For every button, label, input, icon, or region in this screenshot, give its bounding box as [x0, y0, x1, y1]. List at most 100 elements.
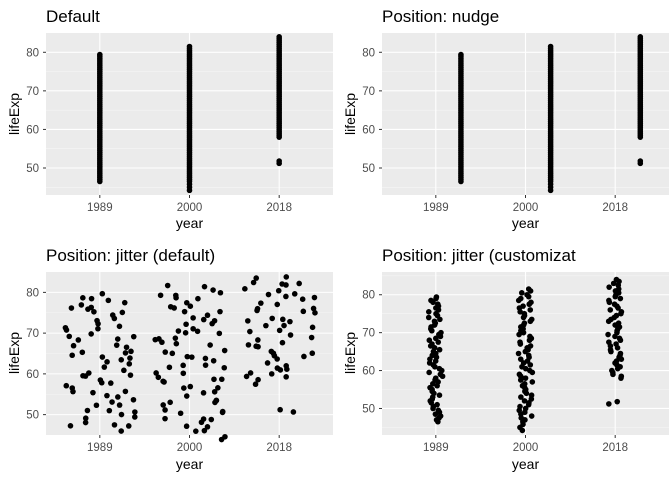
- grid: [379, 33, 669, 198]
- data-point: [265, 291, 272, 298]
- data-point: [80, 372, 86, 379]
- data-point: [245, 342, 252, 348]
- data-point: [518, 295, 524, 302]
- x-tick-label: 2000: [177, 202, 203, 214]
- data-point: [132, 409, 138, 415]
- data-point: [606, 401, 612, 407]
- data-point: [522, 405, 529, 412]
- data-point: [287, 318, 293, 325]
- data-point: [218, 376, 225, 383]
- data-point: [520, 303, 526, 309]
- data-point: [63, 382, 70, 389]
- data-point: [276, 34, 282, 40]
- y-axis: 50 60 70 80: [362, 47, 375, 175]
- data-point: [433, 335, 439, 342]
- data-point: [515, 350, 522, 357]
- data-point: [527, 343, 534, 349]
- x-tick-label: 2000: [177, 442, 203, 454]
- data-points: [425, 276, 625, 434]
- data-point: [547, 43, 554, 50]
- data-point: [128, 348, 134, 355]
- data-point: [183, 423, 190, 430]
- data-point: [167, 303, 174, 310]
- y-tick-label: 60: [362, 366, 375, 378]
- data-point: [78, 302, 85, 308]
- data-point: [242, 286, 248, 292]
- data-point: [613, 276, 620, 283]
- data-point: [155, 374, 162, 381]
- data-point: [308, 334, 315, 341]
- panel-default: Default 50 60 70 80 1989 2000 2018 year …: [6, 7, 333, 231]
- data-point: [121, 299, 128, 306]
- y-tick-label: 60: [26, 369, 39, 381]
- data-point: [210, 357, 217, 364]
- data-point: [66, 333, 73, 340]
- data-point: [69, 352, 75, 359]
- data-point: [173, 340, 180, 347]
- data-point: [97, 51, 103, 58]
- data-point: [182, 330, 189, 336]
- data-point: [184, 353, 191, 360]
- data-point: [84, 407, 91, 414]
- data-point: [425, 309, 432, 315]
- data-point: [162, 407, 168, 413]
- data-point: [517, 403, 523, 410]
- data-point: [279, 281, 285, 287]
- data-point: [173, 292, 179, 299]
- data-point: [425, 314, 432, 321]
- data-point: [183, 393, 190, 399]
- data-point: [99, 354, 106, 360]
- data-point: [126, 361, 133, 367]
- x-tick-label: 1989: [423, 202, 449, 214]
- data-point: [216, 330, 223, 337]
- data-point: [156, 336, 162, 342]
- y-tick-label: 80: [26, 287, 39, 299]
- data-point: [107, 380, 114, 386]
- x-axis-title: year: [512, 456, 540, 472]
- data-point: [169, 350, 176, 357]
- data-point: [130, 396, 137, 403]
- data-point: [183, 299, 190, 306]
- data-point: [275, 287, 282, 294]
- data-point: [296, 280, 302, 287]
- data-point: [166, 364, 173, 371]
- data-point: [309, 324, 316, 331]
- data-point: [109, 399, 115, 405]
- x-tick-label: 2000: [513, 202, 539, 214]
- data-point: [312, 310, 318, 316]
- data-point: [62, 324, 69, 331]
- data-point: [529, 379, 536, 385]
- data-point: [299, 296, 306, 302]
- data-point: [221, 347, 228, 354]
- data-point: [88, 295, 95, 302]
- data-point: [127, 355, 133, 361]
- data-points: [62, 274, 318, 443]
- data-point: [269, 315, 275, 322]
- data-point: [255, 376, 261, 383]
- data-point: [606, 284, 612, 290]
- data-point: [113, 342, 120, 348]
- data-point: [181, 385, 187, 391]
- data-point: [518, 290, 525, 296]
- y-tick-label: 70: [26, 328, 39, 340]
- data-point: [528, 299, 534, 306]
- y-tick-label: 70: [362, 328, 375, 340]
- data-point: [104, 359, 110, 365]
- data-point: [245, 318, 251, 324]
- data-point: [204, 312, 211, 319]
- data-point: [517, 356, 524, 362]
- data-point: [255, 337, 261, 343]
- data-point: [207, 342, 213, 348]
- data-point: [274, 301, 281, 308]
- x-tick-label: 1989: [423, 442, 449, 454]
- data-point: [518, 394, 524, 400]
- data-point: [105, 297, 112, 304]
- data-point: [122, 350, 129, 356]
- data-point: [516, 371, 523, 378]
- y-axis-title: lifeExp: [342, 93, 358, 135]
- data-point: [300, 308, 307, 315]
- data-point: [283, 274, 290, 280]
- y-tick-label: 60: [362, 124, 375, 136]
- data-point: [119, 309, 126, 316]
- data-point: [274, 365, 281, 371]
